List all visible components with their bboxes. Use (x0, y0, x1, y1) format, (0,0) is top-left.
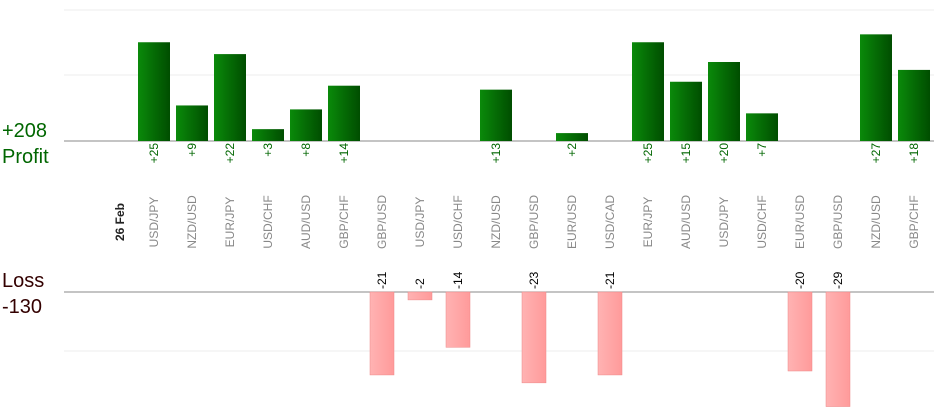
profit-bar (898, 69, 930, 141)
category-label: EUR/USD (793, 195, 807, 249)
category-label: AUD/USD (299, 195, 313, 249)
labels: +25 USD/JPY +9 NZD/USD +22 EUR/JPY +3 USD/CHF +8… (147, 143, 921, 289)
profit-value-label: +2 (565, 143, 579, 157)
profit-value-label: +22 (223, 143, 237, 164)
profit-bar (290, 109, 322, 141)
loss-label: Loss (2, 270, 44, 292)
profit-bar (746, 113, 778, 141)
category-label: USD/CHF (261, 195, 275, 248)
loss-value-label: -14 (451, 271, 465, 289)
category-label: GBP/USD (527, 195, 541, 249)
loss-value-label: -20 (793, 271, 807, 289)
loss-bar (787, 291, 813, 372)
category-label: EUR/JPY (223, 197, 237, 248)
profit-value-label: +18 (907, 143, 921, 164)
category-label: USD/CHF (755, 195, 769, 248)
profit-value-label: +25 (147, 143, 161, 164)
category-label: USD/CAD (603, 195, 617, 249)
profit-value-label: +14 (337, 143, 351, 164)
category-label: NZD/USD (869, 195, 883, 249)
profit-bar (328, 85, 360, 141)
loss-bar (521, 291, 547, 384)
gridlines (64, 9, 934, 352)
profit-bar (670, 81, 702, 141)
category-label: USD/JPY (413, 197, 427, 248)
profit-label: Profit (2, 146, 49, 168)
loss-value-label: -21 (603, 271, 617, 289)
category-label: AUD/USD (679, 195, 693, 249)
profit-value-label: +20 (717, 143, 731, 164)
profit-value-label: +15 (679, 143, 693, 164)
loss-value-label: -23 (527, 271, 541, 289)
profit-value-label: +3 (261, 143, 275, 157)
loss-bar (407, 291, 433, 301)
profit-value-label: +7 (755, 143, 769, 157)
category-label: USD/JPY (717, 197, 731, 248)
profit-bar (214, 54, 246, 141)
profit-bar (480, 89, 512, 141)
category-label: USD/JPY (147, 197, 161, 248)
profit-bar (556, 133, 588, 141)
profit-bar (138, 42, 170, 141)
category-label: NZD/USD (185, 195, 199, 249)
loss-bar (597, 291, 623, 376)
loss-value-label: -21 (375, 271, 389, 289)
profit-bar (708, 62, 740, 141)
profit-bar (252, 129, 284, 141)
category-label: NZD/USD (489, 195, 503, 249)
category-label: USD/CHF (451, 195, 465, 248)
category-label: GBP/USD (375, 195, 389, 249)
profit-value-label: +27 (869, 143, 883, 164)
loss-total: -130 (2, 296, 42, 318)
profit-bar (860, 34, 892, 141)
category-label: GBP/USD (831, 195, 845, 249)
category-label: GBP/CHF (907, 195, 921, 248)
profit-value-label: +9 (185, 143, 199, 157)
category-label: EUR/JPY (641, 197, 655, 248)
category-label: GBP/CHF (337, 195, 351, 248)
bars (138, 34, 930, 407)
loss-value-label: -29 (831, 271, 845, 289)
profit-bar (176, 105, 208, 141)
loss-bar (445, 291, 471, 348)
date-label: 26 Feb (113, 203, 127, 241)
loss-bar (369, 291, 395, 376)
profit-value-label: +8 (299, 143, 313, 157)
profit-value-label: +25 (641, 143, 655, 164)
category-label: EUR/USD (565, 195, 579, 249)
profit-total: +208 (2, 120, 47, 142)
profit-value-label: +13 (489, 143, 503, 164)
loss-bar (825, 291, 851, 407)
profit-bar (632, 42, 664, 141)
loss-value-label: -2 (413, 278, 427, 289)
